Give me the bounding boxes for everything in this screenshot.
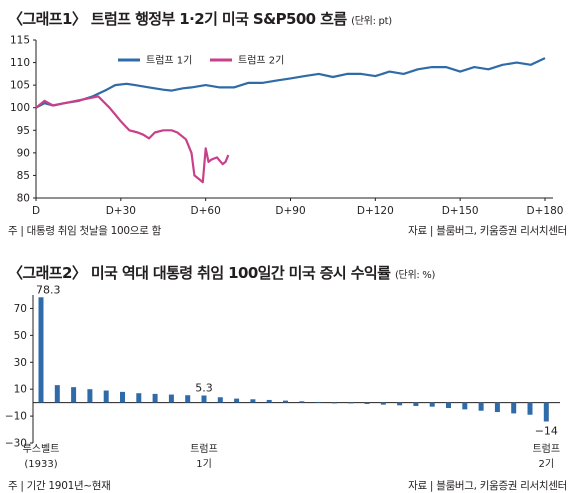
bar — [87, 389, 93, 403]
y-tick-label: 50 — [14, 330, 27, 342]
bar-category-label: 트럼프 — [532, 442, 560, 455]
bar-value-label: 78.3 — [36, 283, 61, 296]
bar — [217, 397, 223, 403]
x-tick-label: D+180 — [527, 205, 564, 217]
bar — [266, 399, 272, 403]
bar — [364, 402, 370, 404]
chart2-unit: (단위: %) — [394, 270, 436, 281]
bar — [283, 400, 288, 403]
bar-category-label: 2기 — [539, 458, 555, 470]
legend-label-1: 트럼프 1기 — [146, 54, 192, 67]
bar-category-label: 트럼프 — [190, 442, 218, 455]
bar — [315, 401, 321, 403]
y-tick-label: 105 — [10, 80, 30, 92]
bar — [185, 395, 191, 403]
chart1-svg: 80 85 90 95 100 105 110 115 D D+30 D+60 D+90 D+120 D+… — [10, 35, 564, 218]
bar — [478, 402, 484, 411]
bar — [429, 402, 435, 407]
x-tick-label: D+90 — [275, 205, 305, 217]
bar — [348, 402, 354, 404]
y-tick-label: 70 — [14, 303, 27, 315]
bar — [380, 402, 386, 405]
chart1-unit: (단위: pt) — [351, 16, 392, 27]
y-tick-label: 90 — [17, 147, 30, 159]
bar — [331, 402, 337, 404]
bar — [462, 402, 468, 410]
bar — [250, 399, 256, 403]
bar — [120, 391, 125, 403]
x-tick-label: D+30 — [106, 205, 136, 217]
bar — [38, 297, 44, 403]
bar-category-label: (1933) — [24, 459, 57, 470]
bar-value-label: −14 — [535, 424, 558, 437]
bar — [234, 398, 240, 403]
x-tick-label: D+60 — [191, 205, 221, 217]
chart2-footnote: 주 | 기간 1901년~현재 — [8, 480, 111, 492]
bar — [54, 385, 60, 403]
bar — [511, 402, 517, 414]
bar — [543, 402, 549, 422]
chart1-footnote: 주 | 대통령 취임 첫날을 100으로 함 — [8, 225, 161, 237]
chart2-title: 〈그래프2〉 미국 역대 대통령 취임 100일간 미국 증시 수익률 (단위:… — [8, 264, 436, 282]
x-tick-label: D+120 — [357, 205, 394, 217]
bar — [136, 393, 142, 403]
y-tick-label: 95 — [17, 125, 30, 137]
bar — [152, 393, 158, 403]
y-tick-label: 80 — [17, 193, 30, 205]
bar — [397, 402, 403, 406]
y-tick-label: 110 — [10, 57, 30, 69]
bar — [201, 395, 207, 403]
legend-label-2: 트럼프 2기 — [238, 54, 284, 67]
x-tick-label: D — [32, 205, 40, 217]
y-tick-label: 115 — [10, 35, 30, 47]
bar-category-label: 루스벨트 — [23, 443, 60, 455]
y-tick-label: 10 — [14, 384, 27, 396]
chart2-source: 자료 | 블룸버그, 키움증권 리서치센터 — [408, 480, 567, 492]
y-tick-label: 30 — [14, 357, 27, 369]
y-tick-label: −30 — [5, 438, 27, 450]
y-tick-label: 100 — [10, 102, 30, 114]
bar-category-label: 1기 — [196, 458, 212, 470]
y-tick-label: 85 — [17, 170, 30, 182]
bar — [527, 402, 533, 415]
series-line-1 — [35, 57, 546, 109]
x-tick-label: D+150 — [442, 205, 479, 217]
series-line-2 — [35, 95, 230, 184]
bar — [446, 402, 451, 409]
bar — [494, 402, 500, 413]
bar — [168, 394, 174, 403]
chart1-title: 〈그래프1〉 트럼프 행정부 1·2기 미국 S&P500 흐름 (단위: pt… — [8, 10, 392, 28]
bar — [413, 402, 419, 406]
chart1-source: 자료 | 블룸버그, 키움증권 리서치센터 — [408, 225, 567, 237]
bar — [71, 387, 77, 403]
y-tick-label: −10 — [5, 411, 27, 423]
bar — [299, 401, 305, 403]
bar — [103, 390, 109, 403]
bar-value-label: 5.3 — [195, 382, 213, 395]
